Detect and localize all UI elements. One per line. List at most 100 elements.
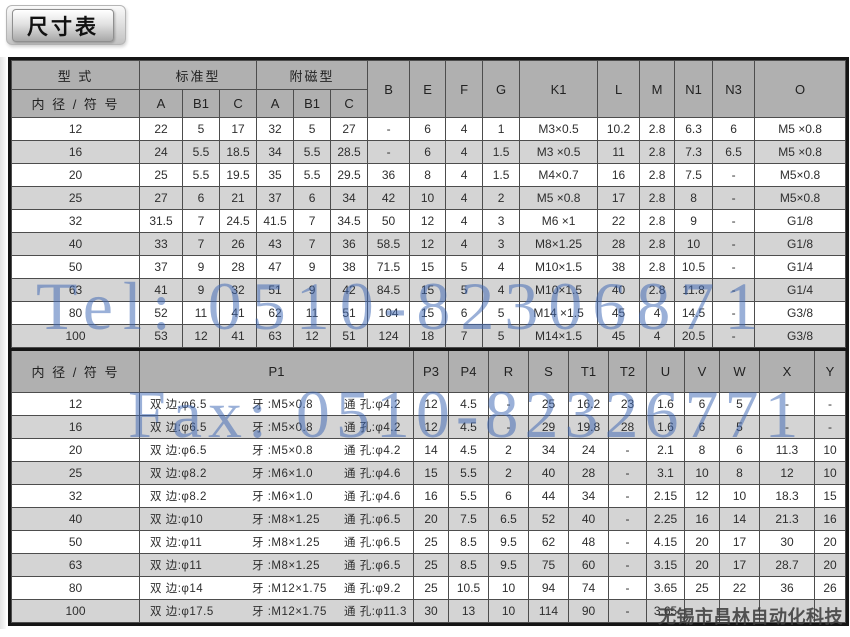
- value-cell: 17: [597, 186, 641, 210]
- value-cell: 25: [139, 163, 183, 187]
- value-cell: 16: [684, 507, 720, 531]
- table-row: 80 双 边:φ14 牙 :M12×1.75 通 孔:φ9.2 25 10.5 10 94 74…: [11, 576, 846, 600]
- value-cell: 114: [528, 599, 569, 623]
- value-cell: 28: [608, 415, 647, 439]
- col-group-standard: 标准型: [138, 60, 258, 90]
- value-cell: 48: [568, 530, 609, 554]
- value-cell: 8: [684, 438, 720, 462]
- p1-both-sides: 双 边:φ8.2: [150, 468, 207, 480]
- value-cell: 32: [218, 278, 258, 302]
- col-N3: N3: [712, 60, 756, 118]
- value-cell: 37: [139, 255, 183, 279]
- value-cell: 4: [445, 140, 484, 164]
- value-cell: 5: [182, 117, 220, 141]
- col-type: 型 式: [11, 60, 140, 90]
- value-cell: 25: [413, 530, 449, 554]
- bore-cell: 63: [11, 278, 140, 302]
- value-cell: 19.8: [568, 415, 609, 439]
- value-cell: 2.25: [646, 507, 685, 531]
- value-cell: 22: [719, 576, 760, 600]
- table-row: 25 双 边:φ8.2 牙 :M6×1.0 通 孔:φ4.6 15 5.5 2 40 28-3.…: [11, 461, 846, 485]
- value-cell: 7: [182, 209, 220, 233]
- value-cell: 35: [256, 163, 295, 187]
- value-cell: 2.8: [639, 232, 676, 256]
- table-top-header: 型 式 标准型 附磁型 B E F G K1 L M N1 N3 O 内 径 /…: [11, 60, 847, 118]
- value-cell: 25: [413, 576, 449, 600]
- value-cell: -: [608, 576, 647, 600]
- value-cell: 45: [597, 301, 641, 325]
- value-cell: -: [608, 484, 647, 508]
- col-K1: K1: [519, 60, 599, 118]
- table-row: 12 双 边:φ6.5 牙 :M5×0.8 通 孔:φ4.2 12 4.5-25 16.2 2…: [11, 392, 846, 416]
- value-cell: 17: [218, 117, 258, 141]
- value-cell: 10: [814, 461, 846, 485]
- col-P3: P3: [413, 349, 449, 393]
- value-cell: 23: [608, 392, 647, 416]
- col-B: B: [367, 60, 411, 118]
- value-cell: 10.2: [597, 117, 641, 141]
- value-cell: 62: [256, 301, 295, 325]
- value-cell: M10×1.5: [519, 278, 599, 302]
- page-title: 尺寸表: [12, 9, 114, 42]
- value-cell: 1.6: [646, 392, 685, 416]
- p1-thread: 牙 :M12×1.75: [252, 606, 327, 618]
- value-cell: M14×1.5: [519, 324, 599, 348]
- value-cell: 25: [413, 553, 449, 577]
- value-cell: 32: [256, 117, 295, 141]
- value-cell: 12: [293, 324, 332, 348]
- p1-both-sides: 双 边:φ10: [150, 514, 204, 526]
- col-V: V: [684, 349, 720, 393]
- value-cell: 58.5: [367, 232, 411, 256]
- value-cell: 9.5: [488, 530, 529, 554]
- value-cell: [814, 599, 846, 623]
- value-cell: 21.3: [759, 507, 815, 531]
- value-cell: G1/8: [754, 209, 847, 233]
- value-cell: 36: [330, 232, 369, 256]
- value-cell: 9: [674, 209, 714, 233]
- value-cell: 34: [528, 438, 569, 462]
- p1-thread: 牙 :M8×1.25: [252, 514, 320, 526]
- value-cell: G1/4: [754, 278, 847, 302]
- col-B1-std: B1: [182, 89, 220, 118]
- col-P1: P1: [139, 349, 414, 393]
- header-row-groups: 型 式 标准型 附磁型 B E F G K1 L M N1 N3 O: [11, 60, 847, 118]
- p1-thread: 牙 :M5×0.8: [252, 422, 314, 434]
- table-bottom-body: 12 双 边:φ6.5 牙 :M5×0.8 通 孔:φ4.2 12 4.5-25 16.2 2…: [11, 392, 846, 623]
- value-cell: 12: [409, 232, 447, 256]
- value-cell: 6: [182, 186, 220, 210]
- value-cell: 34: [256, 140, 295, 164]
- value-cell: 2: [488, 438, 529, 462]
- bore-cell: 80: [11, 576, 140, 600]
- p1-through-hole: 通 孔:φ4.6: [344, 468, 401, 480]
- value-cell: 2: [482, 186, 521, 210]
- p1-both-sides: 双 边:φ6.5: [150, 399, 207, 411]
- bore-cell: 32: [11, 209, 140, 233]
- table-row: 50 37 9 28 47 9 38 71.5 15 5 4 M10×1.5 38 2.8 10.5- G1/…: [11, 255, 847, 279]
- col-B1-mag: B1: [293, 89, 332, 118]
- value-cell: -: [814, 415, 846, 439]
- value-cell: 60: [568, 553, 609, 577]
- bore-cell: 32: [11, 484, 140, 508]
- value-cell: M5 ×0.8: [754, 140, 847, 164]
- value-cell: 28.7: [759, 553, 815, 577]
- p1-cell: 双 边:φ8.2 牙 :M6×1.0 通 孔:φ4.6: [139, 461, 414, 485]
- bore-cell: 12: [11, 392, 140, 416]
- value-cell: -: [608, 461, 647, 485]
- value-cell: -: [712, 255, 756, 279]
- p1-through-hole: 通 孔:φ11.3: [344, 606, 407, 618]
- table-row: 16 24 5.5 18.5 34 5.5 28.5-6 4 1.5 M3 ×0.5 11 2.8 7.…: [11, 140, 847, 164]
- value-cell: 5: [293, 117, 332, 141]
- value-cell: 2.1: [646, 438, 685, 462]
- value-cell: 63: [256, 324, 295, 348]
- value-cell: M14 ×1.5: [519, 301, 599, 325]
- value-cell: 11.3: [759, 438, 815, 462]
- value-cell: 24.5: [218, 209, 258, 233]
- p1-thread: 牙 :M12×1.75: [252, 583, 327, 595]
- p1-through-hole: 通 孔:φ6.5: [344, 514, 401, 526]
- table-row: 40 双 边:φ10 牙 :M8×1.25 通 孔:φ6.5 20 7.5 6.5 52 40-…: [11, 507, 846, 531]
- value-cell: 27: [330, 117, 369, 141]
- value-cell: 6: [719, 438, 760, 462]
- value-cell: 62: [528, 530, 569, 554]
- value-cell: 74: [568, 576, 609, 600]
- bore-cell: 50: [11, 530, 140, 554]
